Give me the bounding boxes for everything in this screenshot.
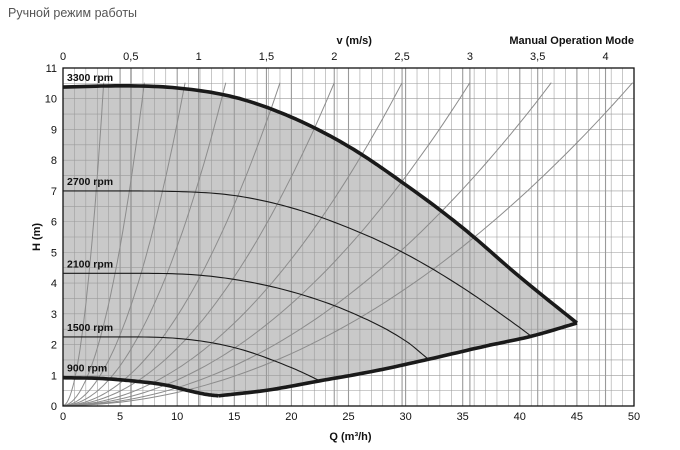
top-tick-label: 0 (60, 51, 66, 63)
top-tick-label: 3 (467, 51, 473, 63)
x-tick-label: 45 (571, 411, 583, 423)
system-curve (62, 82, 403, 406)
y-tick-label: 7 (51, 186, 57, 198)
y-tick-label: 8 (51, 155, 57, 167)
top-tick-label: 4 (602, 51, 608, 63)
x-tick-label: 50 (628, 411, 640, 423)
x-tick-label: 15 (228, 411, 240, 423)
y-tick-label: 4 (51, 278, 57, 290)
y-axis-label: H (m) (31, 223, 43, 251)
y-tick-label: 3 (51, 309, 57, 321)
system-curve (62, 82, 105, 406)
y-tick-label: 1 (51, 370, 57, 382)
speed-curve (62, 375, 220, 398)
y-tick-label: 10 (45, 94, 57, 106)
series-label: 1500 rpm (67, 322, 113, 334)
top-tick-label: 1,5 (259, 51, 274, 63)
speed-curve (63, 336, 321, 382)
x-tick-label: 0 (60, 411, 66, 423)
y-tick-label: 9 (51, 124, 57, 136)
x-tick-label: 5 (117, 411, 123, 423)
y-tick-label: 5 (51, 247, 57, 259)
y-tick-label: 0 (51, 401, 57, 413)
x-tick-label: 25 (342, 411, 354, 423)
top-tick-label: 1 (196, 51, 202, 63)
system-curve (62, 82, 633, 406)
x-tick-label: 35 (457, 411, 469, 423)
plot-frame (62, 67, 635, 407)
x-tick-label: 30 (399, 411, 411, 423)
system-curve (62, 82, 281, 406)
series-label: 2700 rpm (67, 176, 113, 188)
top-axis-label: v (m/s) (336, 35, 372, 47)
mode-label: Manual Operation Mode (509, 35, 634, 47)
x-axis-label: Q (m³/h) (329, 431, 371, 443)
x-tick-label: 20 (285, 411, 297, 423)
system-curve (62, 82, 145, 406)
top-tick-label: 2 (331, 51, 337, 63)
system-curve (62, 82, 186, 406)
page-title: Ручной режим работы (8, 6, 138, 20)
speed-curve (62, 84, 579, 325)
series-label: 3300 rpm (67, 72, 113, 84)
x-tick-label: 10 (171, 411, 183, 423)
operating-area (63, 85, 577, 396)
min-flow-boundary (218, 321, 578, 398)
top-tick-label: 3,5 (530, 51, 545, 63)
x-tick-label: 40 (514, 411, 526, 423)
top-tick-label: 0,5 (123, 51, 138, 63)
system-curve (62, 82, 335, 406)
speed-curve (63, 272, 429, 360)
speed-curve (63, 190, 532, 337)
y-tick-label: 11 (46, 63, 57, 75)
system-curve (62, 82, 552, 406)
y-tick-label: 6 (51, 217, 57, 229)
top-tick-label: 2,5 (394, 51, 409, 63)
y-tick-label: 2 (51, 340, 57, 352)
series-label: 900 rpm (67, 363, 107, 375)
system-curve (62, 82, 227, 406)
series-label: 2100 rpm (67, 258, 113, 270)
